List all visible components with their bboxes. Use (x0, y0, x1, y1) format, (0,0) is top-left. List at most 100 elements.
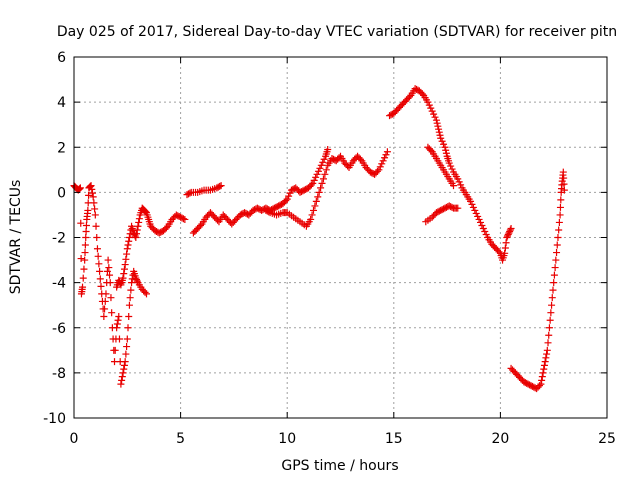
data-point (482, 230, 490, 238)
data-point (107, 294, 115, 302)
data-point (440, 140, 448, 148)
data-point (435, 128, 443, 136)
data-point (133, 277, 141, 285)
data-point (469, 203, 477, 211)
data-point (478, 221, 486, 229)
data-point (86, 182, 94, 190)
data-point (556, 203, 564, 211)
y-tick-label: -10 (43, 411, 66, 427)
data-point (430, 110, 438, 118)
data-point (97, 282, 105, 290)
y-tick-label: 4 (57, 95, 66, 111)
data-point (114, 316, 122, 324)
x-tick-label: 10 (278, 431, 296, 447)
x-axis-label: GPS time / hours (281, 458, 398, 474)
data-point (142, 290, 150, 298)
data-point (82, 234, 90, 241)
data-point (121, 358, 129, 366)
data-point (133, 230, 141, 238)
data-point (108, 309, 116, 317)
data-point (555, 218, 563, 226)
data-point (89, 193, 97, 201)
data-point (468, 200, 476, 208)
data-point (559, 168, 567, 176)
data-point (553, 241, 561, 249)
data-point (142, 208, 150, 216)
data-point (118, 373, 126, 381)
data-point (81, 256, 89, 264)
data-point (554, 234, 562, 241)
data-point (432, 116, 440, 124)
data-point (88, 189, 96, 197)
data-point (196, 221, 204, 229)
data-point (425, 101, 433, 109)
chart-title: Day 025 of 2017, Sidereal Day-to-day VTE… (57, 24, 617, 40)
data-point (216, 182, 224, 190)
data-point (310, 176, 318, 184)
data-point (120, 361, 128, 369)
data-point (436, 131, 444, 139)
data-point (382, 151, 390, 159)
data-point (543, 346, 551, 354)
data-point (553, 249, 561, 257)
data-point (373, 167, 381, 175)
data-point (111, 346, 119, 354)
data-point (435, 125, 443, 133)
data-point (552, 256, 560, 264)
data-point (535, 382, 543, 390)
data-point (104, 256, 112, 264)
data-point (506, 226, 514, 234)
data-point (125, 312, 133, 320)
data-point (121, 261, 129, 269)
data-point (481, 227, 489, 235)
data-point (427, 104, 435, 112)
data-point (123, 343, 131, 351)
data-point (467, 197, 475, 205)
data-point (472, 209, 480, 217)
data-point (90, 199, 98, 207)
data-point (504, 230, 512, 238)
data-point (133, 276, 141, 284)
data-point (321, 170, 329, 178)
data-point (120, 270, 128, 278)
data-point (548, 301, 556, 309)
data-point (320, 155, 328, 163)
data-point (428, 107, 436, 115)
data-point (542, 354, 550, 362)
data-point (477, 218, 485, 226)
data-point (124, 241, 132, 249)
data-point (475, 215, 483, 223)
data-point (431, 113, 439, 121)
data-point (445, 159, 453, 167)
data-point (507, 224, 515, 232)
data-point (447, 162, 455, 170)
data-point (135, 215, 143, 223)
data-point (454, 204, 462, 212)
data-point (547, 309, 555, 317)
data-point (113, 320, 121, 328)
data-point (312, 173, 320, 181)
data-point (75, 185, 83, 193)
data-point (115, 312, 123, 320)
x-tick-label: 0 (70, 431, 79, 447)
y-tick-label: -2 (52, 231, 66, 247)
data-point (119, 369, 127, 377)
data-point (126, 294, 134, 302)
data-point (133, 226, 141, 234)
data-point (543, 350, 551, 358)
data-point (454, 175, 462, 183)
y-tick-label: 6 (57, 50, 66, 66)
data-point (383, 148, 391, 156)
data-point (315, 188, 323, 196)
data-point (82, 227, 90, 235)
data-point (455, 178, 463, 186)
data-point (311, 202, 319, 210)
y-tick-labels: -10 -8 -6 -4 -2 0 2 4 6 (43, 50, 66, 427)
y-tick-label: 2 (57, 140, 66, 156)
data-point (548, 294, 556, 302)
data-point (120, 265, 128, 273)
data-point (286, 189, 294, 197)
data-point (94, 252, 102, 260)
data-point (556, 211, 564, 219)
data-point (101, 305, 109, 313)
